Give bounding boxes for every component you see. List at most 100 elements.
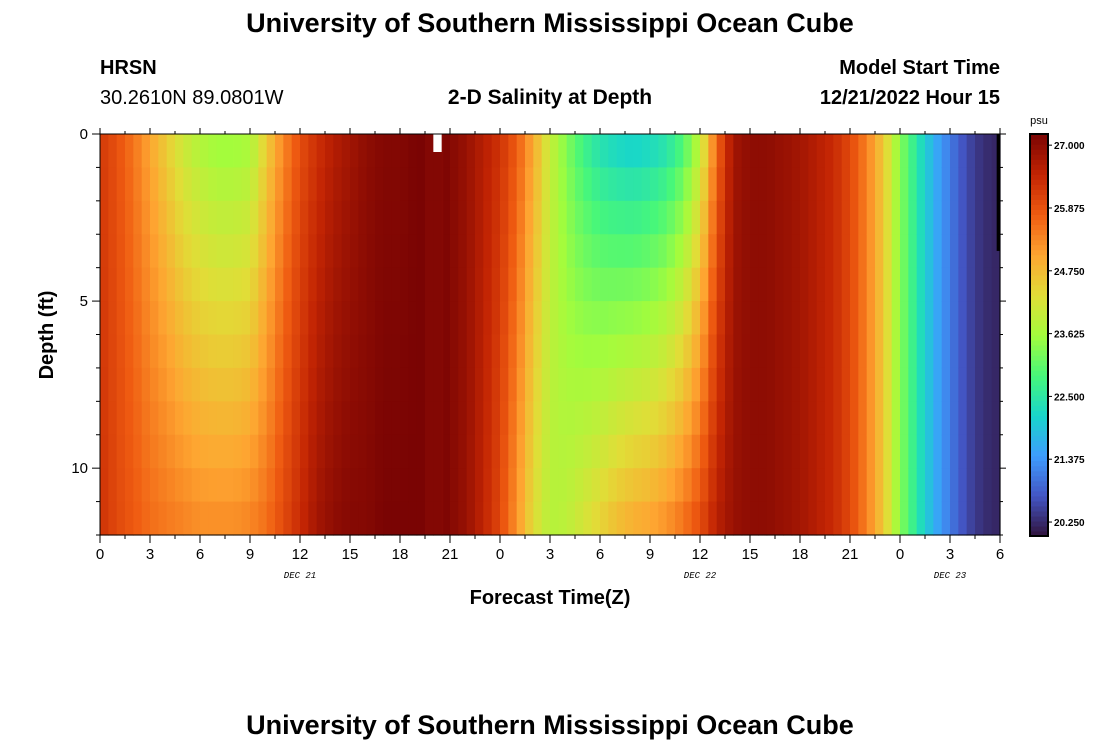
heatmap-cell xyxy=(558,301,568,336)
heatmap-cell xyxy=(508,134,518,169)
heatmap-cell xyxy=(200,367,209,402)
heatmap-cell xyxy=(150,134,159,169)
heatmap-cell xyxy=(341,200,351,235)
heatmap-cell xyxy=(325,334,334,369)
heatmap-cell xyxy=(708,367,718,402)
colorbar-segment xyxy=(1030,440,1048,447)
heatmap-cell xyxy=(875,167,884,202)
heatmap-cell xyxy=(450,367,459,402)
heatmap-cell xyxy=(225,334,234,369)
heatmap-cell xyxy=(133,234,143,269)
heatmap-cell xyxy=(716,234,726,269)
heatmap-cell xyxy=(533,401,543,436)
heatmap-cell xyxy=(291,167,301,202)
heatmap-cell xyxy=(500,334,509,369)
heatmap-cell xyxy=(883,468,893,503)
heatmap-cell xyxy=(475,301,484,336)
heatmap-cell xyxy=(675,267,684,302)
heatmap-cell xyxy=(416,301,426,336)
heatmap-cell xyxy=(991,434,1001,469)
heatmap-cell xyxy=(458,468,468,503)
heatmap-cell xyxy=(591,167,601,202)
heatmap-cell xyxy=(225,401,234,436)
heatmap-cell xyxy=(725,434,734,469)
heatmap-cell xyxy=(216,234,226,269)
heatmap-cell xyxy=(891,267,901,302)
heatmap-cell xyxy=(808,200,818,235)
heatmap-cell xyxy=(108,134,118,169)
heatmap-cell xyxy=(791,468,801,503)
heatmap-cell xyxy=(375,234,384,269)
heatmap-cell xyxy=(150,301,159,336)
heatmap-cell xyxy=(875,501,884,536)
heatmap-cell xyxy=(983,334,993,369)
heatmap-cell xyxy=(866,167,876,202)
heatmap-cell xyxy=(925,234,934,269)
heatmap-cell xyxy=(975,501,984,536)
heatmap-cell xyxy=(158,434,168,469)
heatmap-cell xyxy=(116,468,126,503)
heatmap-cell xyxy=(533,501,543,536)
heatmap-cell xyxy=(891,134,901,169)
heatmap-cell xyxy=(758,301,768,336)
heatmap-cell xyxy=(266,401,276,436)
heatmap-cell xyxy=(191,501,201,536)
colorbar-segment xyxy=(1030,465,1048,472)
heatmap-cell xyxy=(175,301,184,336)
heatmap-cell xyxy=(450,334,459,369)
heatmap-cell xyxy=(783,167,793,202)
heatmap-cell xyxy=(908,434,918,469)
heatmap-cell xyxy=(375,301,384,336)
heatmap-cell xyxy=(758,367,768,402)
heatmap-cell xyxy=(966,167,976,202)
heatmap-cell xyxy=(258,167,268,202)
heatmap-cell xyxy=(966,434,976,469)
heatmap-cell xyxy=(733,301,743,336)
heatmap-cell xyxy=(741,200,751,235)
heatmap-cell xyxy=(825,134,834,169)
heatmap-cell xyxy=(608,468,618,503)
heatmap-cell xyxy=(958,367,968,402)
colorbar-segment xyxy=(1030,289,1048,296)
heatmap-cell xyxy=(541,167,551,202)
heatmap-cell xyxy=(766,200,776,235)
heatmap-cell xyxy=(941,200,951,235)
heatmap-cell xyxy=(908,234,918,269)
heatmap-cell xyxy=(616,167,626,202)
heatmap-cell xyxy=(825,334,834,369)
heatmap-cell xyxy=(575,234,584,269)
heatmap-cell xyxy=(341,434,351,469)
heatmap-cell xyxy=(991,234,1001,269)
heatmap-cell xyxy=(983,234,993,269)
heatmap-cell xyxy=(625,468,634,503)
heatmap-cell xyxy=(391,401,401,436)
heatmap-cell xyxy=(208,468,218,503)
heatmap-cell xyxy=(458,267,468,302)
heatmap-cell xyxy=(683,267,693,302)
heatmap-cell xyxy=(216,167,226,202)
heatmap-cell xyxy=(491,434,501,469)
heatmap-cell xyxy=(383,468,393,503)
heatmap-cell xyxy=(716,501,726,536)
heatmap-cell xyxy=(550,367,559,402)
colorbar-segment xyxy=(1030,355,1048,361)
heatmap-cell xyxy=(608,301,618,336)
heatmap-cell xyxy=(775,434,784,469)
heatmap-cell xyxy=(650,367,659,402)
colorbar-segment xyxy=(1030,179,1048,185)
heatmap-cell xyxy=(491,301,501,336)
heatmap-cell xyxy=(416,468,426,503)
heatmap-cell xyxy=(291,200,301,235)
heatmap-cell xyxy=(266,434,276,469)
heatmap-cell xyxy=(800,301,809,336)
heatmap-cell xyxy=(316,200,326,235)
heatmap-cell xyxy=(466,234,476,269)
heatmap-cell xyxy=(250,434,259,469)
heatmap-cell xyxy=(783,134,793,169)
heatmap-cell xyxy=(133,367,143,402)
heatmap-cell xyxy=(583,134,593,169)
heatmap-cell xyxy=(858,167,868,202)
heatmap-cell xyxy=(383,401,393,436)
heatmap-cell xyxy=(708,234,718,269)
heatmap-cell xyxy=(858,234,868,269)
